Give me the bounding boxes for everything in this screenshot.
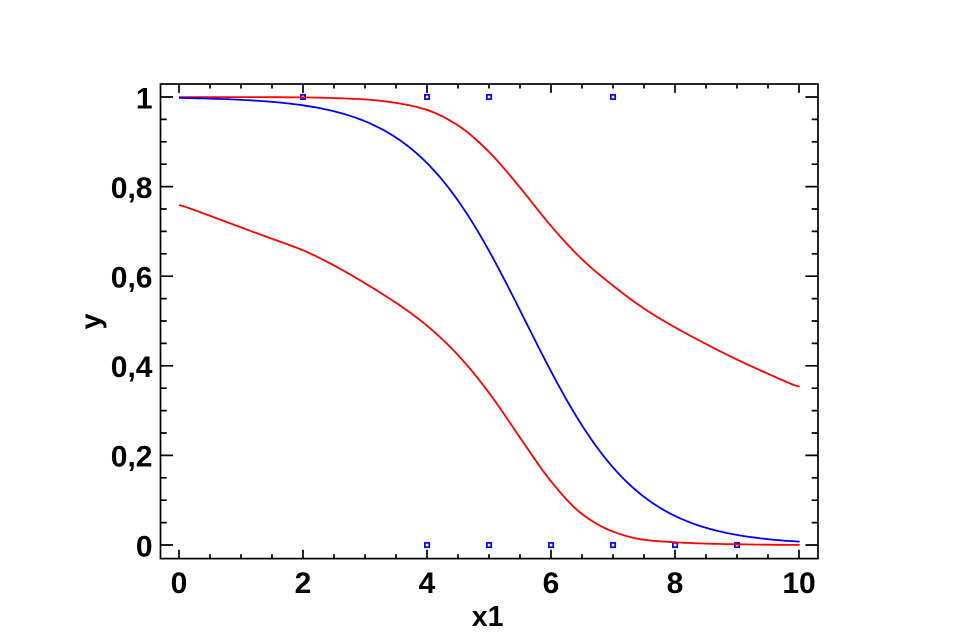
svg-text:8: 8: [667, 567, 684, 600]
svg-text:2: 2: [295, 567, 312, 600]
svg-text:0: 0: [136, 530, 153, 563]
svg-text:0: 0: [171, 567, 188, 600]
svg-text:0,8: 0,8: [111, 172, 153, 205]
svg-text:0,2: 0,2: [111, 441, 153, 474]
svg-text:x1: x1: [472, 601, 504, 633]
svg-text:0,6: 0,6: [111, 262, 153, 295]
svg-text:4: 4: [419, 567, 436, 600]
svg-text:10: 10: [782, 567, 815, 600]
svg-text:0,4: 0,4: [111, 351, 153, 384]
svg-text:1: 1: [136, 82, 153, 115]
svg-text:y: y: [76, 313, 108, 329]
svg-text:6: 6: [543, 567, 560, 600]
